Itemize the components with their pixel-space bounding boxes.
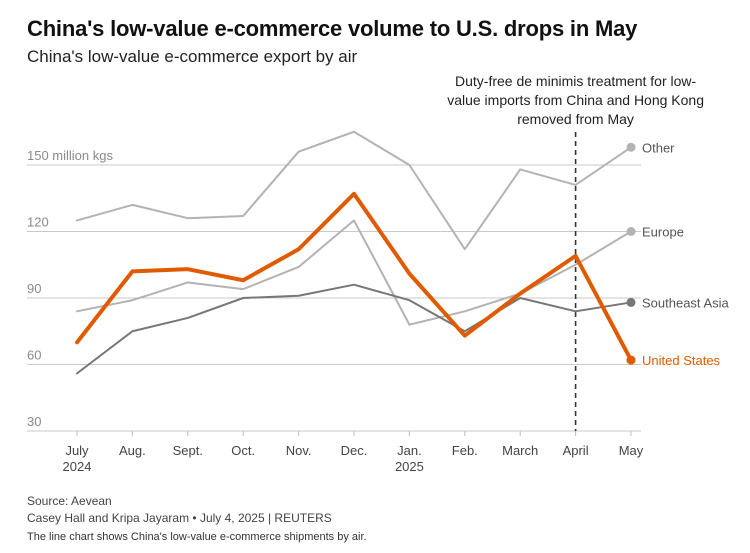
chart-description: The line chart shows China's low-value e… <box>27 531 367 543</box>
x-tick-label: Nov. <box>286 443 312 458</box>
x-tick-label: March <box>502 443 538 458</box>
x-tick-sublabel: 2025 <box>395 459 424 474</box>
y-tick-label: 60 <box>27 348 41 363</box>
annotation-text: value imports from China and Hong Kong <box>447 92 704 108</box>
series-line-united-states <box>75 191 633 363</box>
series-endpoint-europe <box>626 227 636 236</box>
series-endpoint-united-states <box>626 355 636 365</box>
series-line-other <box>76 130 632 251</box>
series-label-other: Other <box>642 140 675 155</box>
chart-subtitle: China's low-value e-commerce export by a… <box>27 47 358 66</box>
series-label-europe: Europe <box>642 225 684 240</box>
chart-title: China's low-value e-commerce volume to U… <box>27 16 638 41</box>
x-tick-label: May <box>619 443 644 458</box>
annotation-text: removed from May <box>517 111 634 127</box>
annotation-text: Duty-free de minimis treatment for low- <box>455 73 697 89</box>
series-label-united-states: United States <box>642 353 721 368</box>
y-tick-label: 150 million kgs <box>27 148 113 163</box>
series-label-southeast-asia: Southeast Asia <box>642 295 729 310</box>
y-tick-label: 90 <box>27 281 41 296</box>
y-tick-label: 30 <box>27 414 41 429</box>
series-line-southeast-asia <box>76 283 632 375</box>
x-tick-label: Oct. <box>231 443 255 458</box>
y-tick-label: 120 <box>27 215 49 230</box>
x-tick-label: Dec. <box>341 443 368 458</box>
source-note: Source: Aevean <box>27 494 112 508</box>
series-line-europe <box>76 219 632 326</box>
credit-line: Casey Hall and Kripa Jayaram • July 4, 2… <box>27 511 332 525</box>
x-tick-sublabel: 2024 <box>63 459 92 474</box>
series-endpoint-other <box>626 142 636 152</box>
x-tick-label: Feb. <box>452 443 478 458</box>
x-tick-label: July <box>65 443 89 458</box>
series-endpoint-southeast-asia <box>626 297 636 307</box>
x-tick-label: Sept. <box>173 443 203 458</box>
x-tick-label: Aug. <box>119 443 146 458</box>
x-tick-label: Jan. <box>397 443 422 458</box>
x-tick-label: April <box>563 443 589 458</box>
